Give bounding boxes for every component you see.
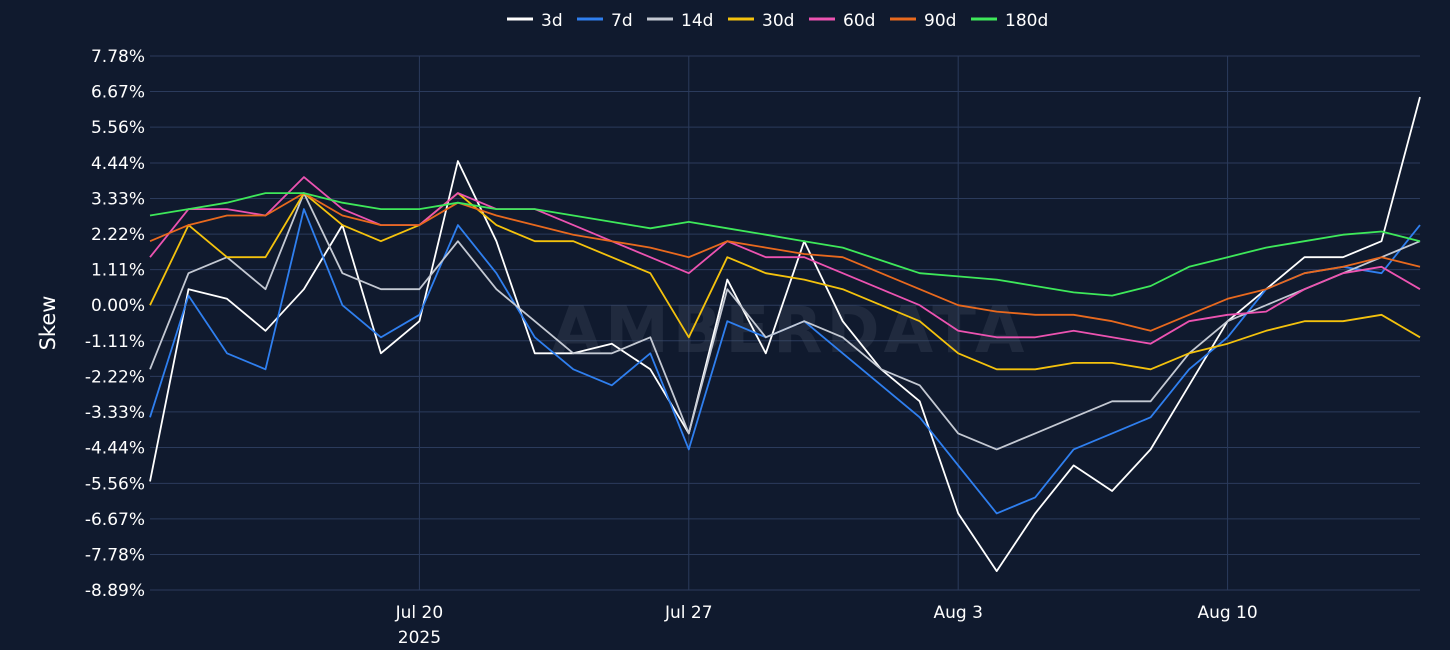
legend-label-60d: 60d bbox=[843, 11, 875, 31]
y-tick-label: 7.78% bbox=[91, 47, 145, 67]
y-axis-ticks: 7.78% 6.67% 5.56% 4.44% 3.33% 2.22% 1.11% 0.00%… bbox=[85, 47, 145, 601]
series-line-60d bbox=[149, 176, 1421, 345]
series-lines bbox=[149, 96, 1421, 572]
y-tick-label: 6.67% bbox=[91, 83, 145, 103]
legend-label-30d: 30d bbox=[762, 11, 794, 31]
series-line-90d bbox=[149, 192, 1421, 332]
legend-label-14d: 14d bbox=[681, 11, 713, 31]
y-tick-label: -6.67% bbox=[85, 510, 145, 530]
series-line-30d bbox=[149, 192, 1421, 371]
series-line-14d bbox=[149, 192, 1421, 451]
x-tick-sublabel: 2025 bbox=[398, 628, 441, 648]
x-tick-label: Jul 27 bbox=[664, 603, 713, 623]
y-tick-label: -4.44% bbox=[85, 438, 145, 458]
y-tick-label: 0.00% bbox=[91, 296, 145, 316]
y-tick-label: 5.56% bbox=[91, 118, 145, 138]
y-tick-label: -3.33% bbox=[85, 403, 145, 423]
series-line-180d bbox=[149, 192, 1421, 297]
x-tick-label: Jul 20 bbox=[395, 603, 444, 623]
legend: 3d 7d 14d 30d 60d 90d 180d bbox=[507, 11, 1048, 31]
y-tick-label: -2.22% bbox=[85, 367, 145, 387]
y-tick-label: -1.11% bbox=[85, 332, 145, 352]
legend-label-90d: 90d bbox=[924, 11, 956, 31]
x-tick-label: Aug 10 bbox=[1197, 603, 1257, 623]
y-axis-label: Skew bbox=[36, 296, 60, 351]
y-tick-label: 2.22% bbox=[91, 225, 145, 245]
legend-label-3d: 3d bbox=[541, 11, 563, 31]
x-axis-ticks: Jul 20 2025 Jul 27 Aug 3 Aug 10 bbox=[395, 603, 1258, 648]
y-tick-label: -5.56% bbox=[85, 474, 145, 494]
y-tick-label: 4.44% bbox=[91, 154, 145, 174]
y-tick-label: -8.89% bbox=[85, 581, 145, 601]
y-tick-label: 3.33% bbox=[91, 190, 145, 210]
legend-label-180d: 180d bbox=[1005, 11, 1048, 31]
legend-label-7d: 7d bbox=[611, 11, 633, 31]
y-tick-label: -7.78% bbox=[85, 545, 145, 565]
x-tick-label: Aug 3 bbox=[933, 603, 982, 623]
y-tick-label: 1.11% bbox=[91, 261, 145, 281]
